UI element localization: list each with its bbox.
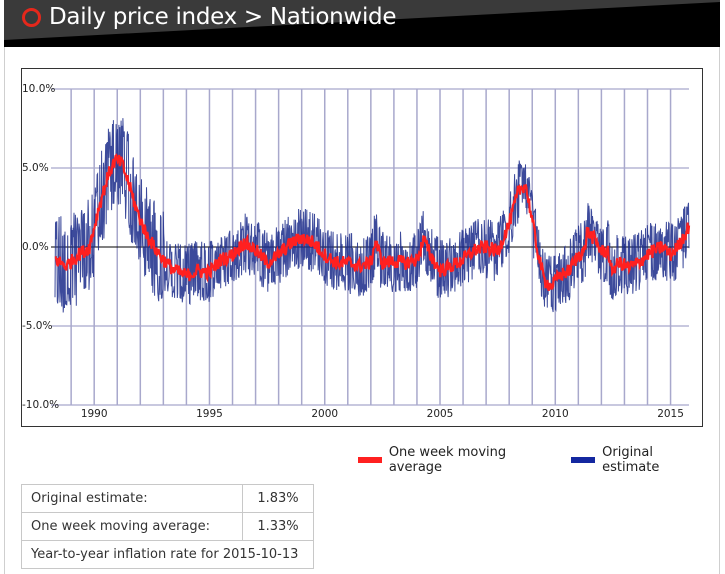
legend-swatch-moving-average — [358, 457, 382, 463]
y-tick-label: 0.0% — [22, 241, 49, 253]
page-border — [4, 0, 720, 574]
row-value: 1.83% — [242, 484, 314, 513]
table-row: Year-to-year inflation rate for 2015-10-… — [21, 540, 314, 569]
original-estimate-series — [54, 118, 690, 313]
header-sheen — [4, 0, 720, 40]
y-tick-label: -5.0% — [22, 320, 52, 332]
legend-item-moving-average: One week moving average — [358, 445, 555, 475]
table-footer-date: Year-to-year inflation rate for 2015-10-… — [21, 540, 314, 569]
circle-icon — [22, 7, 41, 27]
y-tick-label: 10.0% — [22, 83, 55, 95]
x-tick-label: 2010 — [542, 408, 569, 420]
page-title: Daily price index > Nationwide — [49, 4, 397, 30]
row-label: Original estimate: — [21, 484, 243, 513]
table-row: One week moving average: 1.33% — [21, 512, 314, 541]
moving-average-series — [54, 153, 691, 292]
legend-label-moving-average: One week moving average — [388, 445, 507, 475]
table-row: Original estimate: 1.83% — [21, 484, 314, 513]
row-value: 1.33% — [242, 512, 314, 541]
price-index-chart: 10.0% 5.0% 0.0% -5.0% -10.0% 1990 1995 2000 2005… — [22, 83, 691, 420]
row-label: One week moving average: — [21, 512, 243, 541]
chart-legend: One week moving average Original estimat… — [358, 445, 725, 475]
page-header: Daily price index > Nationwide — [4, 0, 720, 47]
x-tick-label: 2005 — [427, 408, 454, 420]
y-tick-label: -10.0% — [22, 399, 59, 411]
x-tick-label: 1990 — [81, 408, 108, 420]
summary-table: Original estimate: 1.83% One week moving… — [21, 484, 314, 569]
title-wrap: Daily price index > Nationwide — [22, 4, 396, 30]
x-tick-label: 2015 — [657, 408, 684, 420]
x-tick-label: 1995 — [196, 408, 223, 420]
legend-label-original-estimate: Original estimate — [602, 445, 660, 475]
legend-swatch-original-estimate — [571, 457, 596, 463]
y-tick-label: 5.0% — [22, 162, 49, 174]
legend-item-original-estimate: Original estimate — [571, 445, 709, 475]
x-tick-label: 2000 — [311, 408, 338, 420]
